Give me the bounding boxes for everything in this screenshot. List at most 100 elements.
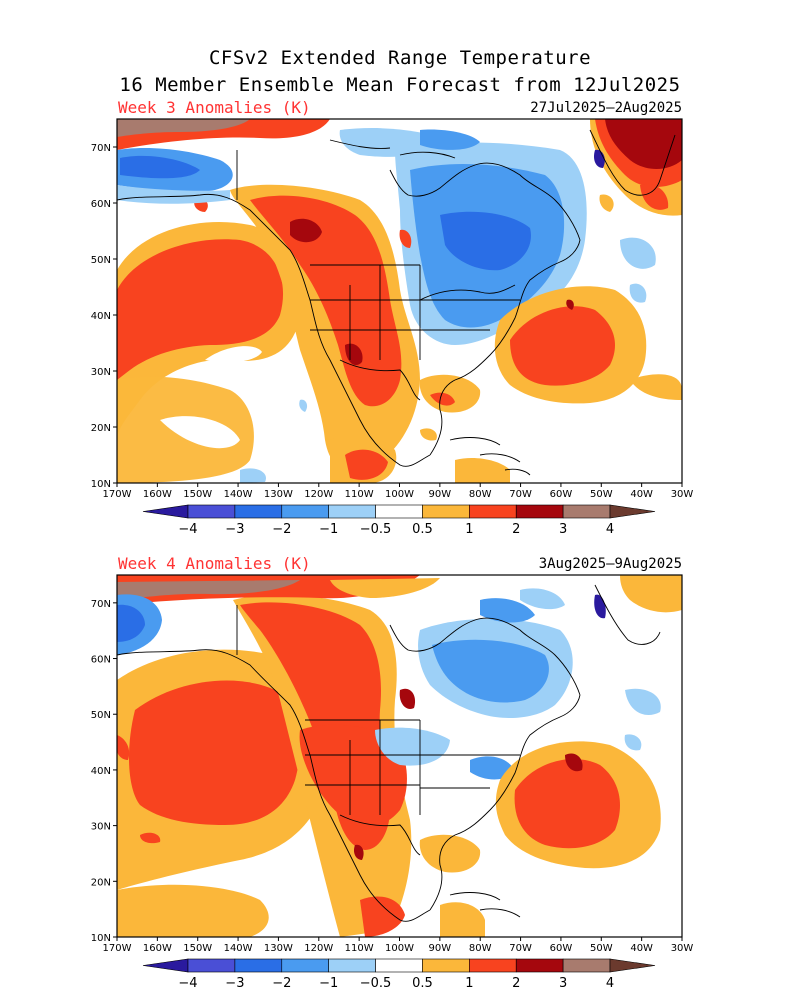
week3-label: Week 3 Anomalies (K) bbox=[118, 98, 311, 117]
lat-label: 60N bbox=[91, 655, 111, 666]
colorbar-label: 1 bbox=[465, 976, 473, 991]
colorbar-label: 4 bbox=[606, 522, 614, 537]
lon-label: 60W bbox=[550, 489, 573, 500]
lon-label: 80W bbox=[469, 943, 492, 954]
lon-label: 130W bbox=[264, 943, 293, 954]
colorbar-segment bbox=[422, 504, 470, 519]
week3-colorbar: −4 −3 −2 −1 −0.5 0.5 1 2 3 4 bbox=[142, 504, 656, 537]
lon-label: 90W bbox=[429, 489, 452, 500]
lat-label: 30N bbox=[91, 822, 111, 833]
lon-label: 140W bbox=[224, 489, 253, 500]
colorbar-segment bbox=[469, 958, 517, 973]
colorbar-label: 4 bbox=[606, 976, 614, 991]
lat-label: 20N bbox=[91, 423, 111, 434]
colorbar-segment bbox=[328, 958, 376, 973]
lon-label: 140W bbox=[224, 943, 253, 954]
colorbar-label: −3 bbox=[225, 522, 244, 537]
week4-colorbar: −4 −3 −2 −1 −0.5 0.5 1 2 3 4 bbox=[142, 958, 656, 991]
colorbar-label: 3 bbox=[559, 522, 567, 537]
lon-label: 60W bbox=[550, 943, 573, 954]
colorbar-segment bbox=[328, 504, 376, 519]
lon-label: 50W bbox=[590, 943, 613, 954]
lon-label: 110W bbox=[345, 489, 374, 500]
lon-label: 120W bbox=[304, 489, 333, 500]
colorbar-segment bbox=[515, 958, 564, 973]
lon-label: 170W bbox=[103, 489, 132, 500]
lon-label: 170W bbox=[103, 943, 132, 954]
colorbar-segment bbox=[375, 504, 423, 519]
colorbar-label: −1 bbox=[319, 976, 338, 991]
colorbar-segment bbox=[142, 504, 189, 519]
colorbar-label: −4 bbox=[178, 522, 197, 537]
lon-label: 100W bbox=[385, 943, 414, 954]
colorbar-label: −0.5 bbox=[360, 976, 392, 991]
colorbar-label: 0.5 bbox=[412, 976, 433, 991]
lon-label: 120W bbox=[304, 943, 333, 954]
lon-label: 90W bbox=[429, 943, 452, 954]
lon-label: 50W bbox=[590, 489, 613, 500]
lat-label: 70N bbox=[91, 143, 111, 154]
colorbar-segment bbox=[234, 504, 283, 519]
lat-label: 10N bbox=[91, 479, 111, 490]
lon-label: 110W bbox=[345, 943, 374, 954]
lat-label: 70N bbox=[91, 599, 111, 610]
colorbar-segment bbox=[515, 504, 564, 519]
week3-coastlines bbox=[117, 129, 676, 476]
colorbar-segment bbox=[609, 504, 656, 519]
lat-label: 50N bbox=[91, 710, 111, 721]
lon-label: 30W bbox=[671, 489, 694, 500]
colorbar-segment bbox=[422, 958, 470, 973]
lon-label: 70W bbox=[509, 943, 532, 954]
colorbar-segment bbox=[562, 504, 611, 519]
colorbar-label: −0.5 bbox=[360, 522, 392, 537]
week4-coastlines bbox=[117, 584, 661, 922]
lat-label: 60N bbox=[91, 199, 111, 210]
colorbar-label: −2 bbox=[272, 976, 291, 991]
colorbar-label: 2 bbox=[512, 976, 520, 991]
lat-label: 50N bbox=[91, 255, 111, 266]
colorbar-label: 3 bbox=[559, 976, 567, 991]
lon-label: 160W bbox=[143, 943, 172, 954]
title-line-1: CFSv2 Extended Range Temperature bbox=[208, 47, 592, 69]
lat-label: 40N bbox=[91, 311, 111, 322]
lon-label: 150W bbox=[183, 943, 212, 954]
lon-label: 150W bbox=[183, 489, 212, 500]
lon-label: 160W bbox=[143, 489, 172, 500]
colorbar-label: 0.5 bbox=[412, 522, 433, 537]
lat-label: 10N bbox=[91, 933, 111, 944]
colorbar-label: −4 bbox=[178, 976, 197, 991]
lat-label: 20N bbox=[91, 877, 111, 888]
lon-label: 80W bbox=[469, 489, 492, 500]
week3-map bbox=[117, 119, 682, 483]
lon-label: 40W bbox=[630, 943, 653, 954]
colorbar-segment bbox=[562, 958, 611, 973]
lat-label: 30N bbox=[91, 367, 111, 378]
colorbar-segment bbox=[187, 958, 236, 973]
lon-label: 70W bbox=[509, 489, 532, 500]
colorbar-segment bbox=[187, 504, 236, 519]
colorbar-segment bbox=[609, 958, 656, 973]
colorbar-segment bbox=[281, 958, 329, 973]
lon-label: 30W bbox=[671, 943, 694, 954]
title-line-2: 16 Member Ensemble Mean Forecast from 12… bbox=[119, 74, 681, 96]
colorbar-segment bbox=[234, 958, 283, 973]
colorbar-label: −1 bbox=[319, 522, 338, 537]
week4-dates: 3Aug2025–9Aug2025 bbox=[538, 556, 682, 572]
colorbar-label: −2 bbox=[272, 522, 291, 537]
lat-label: 40N bbox=[91, 766, 111, 777]
colorbar-label: −3 bbox=[225, 976, 244, 991]
lon-label: 40W bbox=[630, 489, 653, 500]
lon-label: 100W bbox=[385, 489, 414, 500]
week4-label: Week 4 Anomalies (K) bbox=[118, 554, 311, 573]
colorbar-segment bbox=[142, 958, 189, 973]
colorbar-label: 2 bbox=[512, 522, 520, 537]
colorbar-segment bbox=[469, 504, 517, 519]
week3-dates: 27Jul2025–2Aug2025 bbox=[530, 100, 682, 116]
colorbar-segment bbox=[281, 504, 329, 519]
colorbar-label: 1 bbox=[465, 522, 473, 537]
colorbar-segment bbox=[375, 958, 423, 973]
lon-label: 130W bbox=[264, 489, 293, 500]
